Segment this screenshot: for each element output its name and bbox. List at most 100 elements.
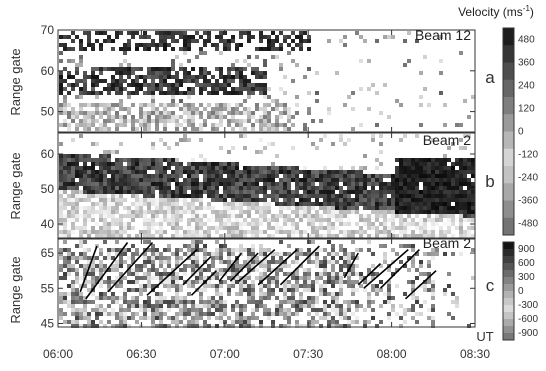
range-cell bbox=[119, 67, 123, 71]
range-cell bbox=[87, 111, 91, 115]
range-cell bbox=[103, 214, 107, 218]
range-cell bbox=[247, 190, 251, 194]
range-cell bbox=[379, 174, 383, 178]
range-cell bbox=[355, 206, 359, 210]
range-cell bbox=[167, 174, 171, 178]
range-cell bbox=[411, 292, 415, 296]
range-cell bbox=[151, 260, 155, 264]
overlay-line bbox=[107, 241, 154, 293]
range-cell bbox=[211, 43, 215, 47]
range-cell bbox=[119, 47, 123, 51]
range-cell bbox=[291, 218, 295, 222]
panel-b-beam-label: Beam 2 bbox=[423, 132, 471, 148]
range-cell bbox=[267, 234, 271, 238]
range-cell bbox=[331, 264, 335, 268]
range-cell bbox=[107, 150, 111, 154]
range-cell bbox=[391, 198, 395, 202]
range-cell bbox=[139, 202, 143, 206]
range-cell bbox=[459, 51, 463, 55]
range-cell bbox=[443, 230, 447, 234]
range-cell bbox=[115, 248, 119, 252]
range-cell bbox=[151, 316, 155, 320]
range-cell bbox=[423, 174, 427, 178]
range-cell bbox=[123, 260, 127, 264]
range-cell bbox=[239, 71, 243, 75]
range-cell bbox=[183, 296, 187, 300]
y-tick-label: 45 bbox=[41, 316, 55, 330]
range-cell bbox=[407, 174, 411, 178]
range-cell bbox=[79, 256, 83, 260]
range-cell bbox=[347, 138, 351, 142]
range-cell bbox=[179, 276, 183, 280]
colorbar-label: 300 bbox=[518, 272, 535, 283]
colorbar-segment bbox=[503, 200, 514, 219]
range-cell bbox=[355, 170, 359, 174]
range-cell bbox=[223, 166, 227, 170]
range-cell bbox=[147, 166, 151, 170]
range-cell bbox=[275, 304, 279, 308]
range-cell bbox=[295, 182, 299, 186]
range-cell bbox=[391, 304, 395, 308]
range-cell bbox=[71, 304, 75, 308]
range-cell bbox=[91, 194, 95, 198]
range-cell bbox=[83, 47, 87, 51]
range-cell bbox=[367, 240, 371, 244]
range-cell bbox=[59, 166, 63, 170]
range-cell bbox=[59, 252, 63, 256]
range-cell bbox=[207, 115, 211, 119]
range-cell bbox=[287, 308, 291, 312]
range-cell bbox=[211, 198, 215, 202]
range-cell bbox=[171, 226, 175, 230]
range-cell bbox=[167, 206, 171, 210]
range-cell bbox=[355, 316, 359, 320]
range-cell bbox=[227, 111, 231, 115]
range-cell bbox=[223, 248, 227, 252]
range-cell bbox=[59, 170, 63, 174]
range-cell bbox=[171, 170, 175, 174]
range-cell bbox=[207, 202, 211, 206]
range-cell bbox=[179, 190, 183, 194]
range-cell bbox=[259, 304, 263, 308]
range-cell bbox=[247, 276, 251, 280]
range-cell bbox=[403, 39, 407, 43]
range-cell bbox=[459, 190, 463, 194]
range-cell bbox=[71, 59, 75, 63]
range-cell bbox=[235, 111, 239, 115]
range-cell bbox=[283, 214, 287, 218]
range-cell bbox=[411, 190, 415, 194]
range-cell bbox=[67, 182, 71, 186]
range-cell bbox=[99, 162, 103, 166]
range-cell bbox=[295, 186, 299, 190]
range-cell bbox=[331, 170, 335, 174]
range-cell bbox=[319, 190, 323, 194]
range-cell bbox=[183, 134, 187, 138]
range-cell bbox=[451, 292, 455, 296]
range-cell bbox=[203, 222, 207, 226]
range-cell bbox=[143, 252, 147, 256]
range-cell bbox=[191, 127, 195, 131]
range-cell bbox=[143, 256, 147, 260]
range-cell bbox=[215, 272, 219, 276]
range-cell bbox=[231, 226, 235, 230]
range-cell bbox=[247, 35, 251, 39]
range-cell bbox=[471, 234, 475, 238]
range-cell bbox=[223, 182, 227, 186]
range-cell bbox=[151, 43, 155, 47]
range-cell bbox=[119, 264, 123, 268]
range-cell bbox=[235, 194, 239, 198]
range-cell bbox=[287, 182, 291, 186]
range-cell bbox=[383, 83, 387, 87]
range-cell bbox=[115, 31, 119, 35]
range-cell bbox=[307, 312, 311, 316]
range-cell bbox=[191, 162, 195, 166]
range-cell bbox=[247, 268, 251, 272]
colorbar-segment bbox=[503, 305, 514, 313]
range-cell bbox=[435, 210, 439, 214]
range-cell bbox=[307, 91, 311, 95]
range-cell bbox=[79, 324, 83, 328]
range-cell bbox=[319, 206, 323, 210]
range-cell bbox=[223, 222, 227, 226]
range-cell bbox=[255, 182, 259, 186]
range-cell bbox=[467, 194, 471, 198]
